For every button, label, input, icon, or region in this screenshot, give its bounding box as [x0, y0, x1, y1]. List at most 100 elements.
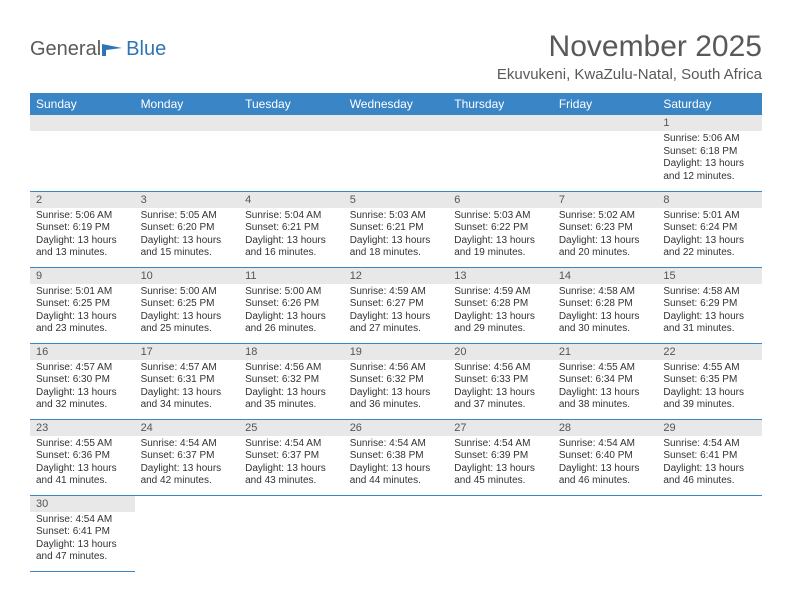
daylight-text: Daylight: 13 hours and 16 minutes. — [245, 235, 338, 260]
calendar-cell: 21Sunrise: 4:55 AMSunset: 6:34 PMDayligh… — [553, 343, 658, 419]
sunrise-text: Sunrise: 4:54 AM — [245, 438, 338, 451]
daylight-text: Daylight: 13 hours and 29 minutes. — [454, 311, 547, 336]
calendar-week-row: 1Sunrise: 5:06 AMSunset: 6:18 PMDaylight… — [30, 115, 762, 191]
day-details: Sunrise: 4:56 AMSunset: 6:32 PMDaylight:… — [239, 360, 344, 416]
calendar-cell: 10Sunrise: 5:00 AMSunset: 6:25 PMDayligh… — [135, 267, 240, 343]
calendar-cell: 1Sunrise: 5:06 AMSunset: 6:18 PMDaylight… — [657, 115, 762, 191]
daylight-text: Daylight: 13 hours and 32 minutes. — [36, 387, 129, 412]
sunset-text: Sunset: 6:23 PM — [559, 222, 652, 235]
sunrise-text: Sunrise: 4:56 AM — [350, 362, 443, 375]
daylight-text: Daylight: 13 hours and 46 minutes. — [559, 463, 652, 488]
calendar-cell: 27Sunrise: 4:54 AMSunset: 6:39 PMDayligh… — [448, 419, 553, 495]
sunrise-text: Sunrise: 5:00 AM — [141, 286, 234, 299]
calendar-cell — [344, 495, 449, 571]
day-details: Sunrise: 4:55 AMSunset: 6:36 PMDaylight:… — [30, 436, 135, 492]
calendar-cell — [553, 495, 658, 571]
day-number: 30 — [30, 496, 135, 512]
sunset-text: Sunset: 6:38 PM — [350, 450, 443, 463]
day-details: Sunrise: 4:57 AMSunset: 6:31 PMDaylight:… — [135, 360, 240, 416]
daylight-text: Daylight: 13 hours and 13 minutes. — [36, 235, 129, 260]
day-details: Sunrise: 4:54 AMSunset: 6:37 PMDaylight:… — [239, 436, 344, 492]
weekday-header: Friday — [553, 93, 658, 115]
sunrise-text: Sunrise: 4:54 AM — [350, 438, 443, 451]
calendar-cell: 16Sunrise: 4:57 AMSunset: 6:30 PMDayligh… — [30, 343, 135, 419]
weekday-header: Tuesday — [239, 93, 344, 115]
day-details: Sunrise: 5:06 AMSunset: 6:18 PMDaylight:… — [657, 131, 762, 187]
day-number-bar-empty — [553, 115, 658, 131]
daylight-text: Daylight: 13 hours and 19 minutes. — [454, 235, 547, 260]
calendar-cell — [30, 115, 135, 191]
day-number-bar-empty — [239, 115, 344, 131]
daylight-text: Daylight: 13 hours and 42 minutes. — [141, 463, 234, 488]
day-number: 14 — [553, 268, 658, 284]
weekday-header: Wednesday — [344, 93, 449, 115]
sunset-text: Sunset: 6:34 PM — [559, 374, 652, 387]
sunrise-text: Sunrise: 4:57 AM — [141, 362, 234, 375]
calendar-cell: 30Sunrise: 4:54 AMSunset: 6:41 PMDayligh… — [30, 495, 135, 571]
location-text: Ekuvukeni, KwaZulu-Natal, South Africa — [497, 66, 762, 83]
calendar-cell: 11Sunrise: 5:00 AMSunset: 6:26 PMDayligh… — [239, 267, 344, 343]
sunset-text: Sunset: 6:27 PM — [350, 298, 443, 311]
calendar-cell — [553, 115, 658, 191]
sunrise-text: Sunrise: 4:54 AM — [36, 514, 129, 527]
day-number: 7 — [553, 192, 658, 208]
day-details: Sunrise: 5:06 AMSunset: 6:19 PMDaylight:… — [30, 208, 135, 264]
sunset-text: Sunset: 6:28 PM — [559, 298, 652, 311]
sunset-text: Sunset: 6:29 PM — [663, 298, 756, 311]
sunset-text: Sunset: 6:26 PM — [245, 298, 338, 311]
day-number: 22 — [657, 344, 762, 360]
sunrise-text: Sunrise: 4:54 AM — [663, 438, 756, 451]
day-number: 15 — [657, 268, 762, 284]
day-number-bar-empty — [135, 115, 240, 131]
sunset-text: Sunset: 6:21 PM — [245, 222, 338, 235]
weekday-header: Monday — [135, 93, 240, 115]
sunrise-text: Sunrise: 4:57 AM — [36, 362, 129, 375]
calendar-cell: 6Sunrise: 5:03 AMSunset: 6:22 PMDaylight… — [448, 191, 553, 267]
sunset-text: Sunset: 6:30 PM — [36, 374, 129, 387]
sunset-text: Sunset: 6:37 PM — [141, 450, 234, 463]
sunrise-text: Sunrise: 5:06 AM — [663, 133, 756, 146]
sunrise-text: Sunrise: 4:55 AM — [663, 362, 756, 375]
sunrise-text: Sunrise: 4:55 AM — [36, 438, 129, 451]
sunset-text: Sunset: 6:20 PM — [141, 222, 234, 235]
sunset-text: Sunset: 6:31 PM — [141, 374, 234, 387]
day-details: Sunrise: 4:55 AMSunset: 6:35 PMDaylight:… — [657, 360, 762, 416]
sunset-text: Sunset: 6:35 PM — [663, 374, 756, 387]
day-details: Sunrise: 4:58 AMSunset: 6:28 PMDaylight:… — [553, 284, 658, 340]
daylight-text: Daylight: 13 hours and 37 minutes. — [454, 387, 547, 412]
sunset-text: Sunset: 6:19 PM — [36, 222, 129, 235]
sunrise-text: Sunrise: 4:56 AM — [454, 362, 547, 375]
sunset-text: Sunset: 6:36 PM — [36, 450, 129, 463]
title-block: November 2025 Ekuvukeni, KwaZulu-Natal, … — [497, 30, 762, 89]
calendar-cell: 29Sunrise: 4:54 AMSunset: 6:41 PMDayligh… — [657, 419, 762, 495]
calendar-cell — [448, 115, 553, 191]
logo-text-blue: Blue — [126, 38, 166, 61]
day-number: 18 — [239, 344, 344, 360]
calendar-cell — [448, 495, 553, 571]
daylight-text: Daylight: 13 hours and 43 minutes. — [245, 463, 338, 488]
logo: GeneralBlue — [30, 38, 166, 61]
day-details: Sunrise: 4:56 AMSunset: 6:33 PMDaylight:… — [448, 360, 553, 416]
flag-icon — [102, 42, 124, 58]
calendar-cell: 5Sunrise: 5:03 AMSunset: 6:21 PMDaylight… — [344, 191, 449, 267]
calendar-cell: 14Sunrise: 4:58 AMSunset: 6:28 PMDayligh… — [553, 267, 658, 343]
day-number: 27 — [448, 420, 553, 436]
sunrise-text: Sunrise: 4:54 AM — [559, 438, 652, 451]
month-title: November 2025 — [497, 30, 762, 64]
daylight-text: Daylight: 13 hours and 36 minutes. — [350, 387, 443, 412]
day-number: 5 — [344, 192, 449, 208]
day-number: 29 — [657, 420, 762, 436]
calendar-cell — [657, 495, 762, 571]
daylight-text: Daylight: 13 hours and 39 minutes. — [663, 387, 756, 412]
day-number: 24 — [135, 420, 240, 436]
sunrise-text: Sunrise: 5:03 AM — [350, 210, 443, 223]
sunrise-text: Sunrise: 5:00 AM — [245, 286, 338, 299]
day-details: Sunrise: 4:54 AMSunset: 6:41 PMDaylight:… — [30, 512, 135, 568]
calendar-cell: 12Sunrise: 4:59 AMSunset: 6:27 PMDayligh… — [344, 267, 449, 343]
day-number: 20 — [448, 344, 553, 360]
sunrise-text: Sunrise: 5:01 AM — [36, 286, 129, 299]
sunrise-text: Sunrise: 5:05 AM — [141, 210, 234, 223]
sunrise-text: Sunrise: 4:59 AM — [454, 286, 547, 299]
daylight-text: Daylight: 13 hours and 41 minutes. — [36, 463, 129, 488]
calendar-cell: 8Sunrise: 5:01 AMSunset: 6:24 PMDaylight… — [657, 191, 762, 267]
